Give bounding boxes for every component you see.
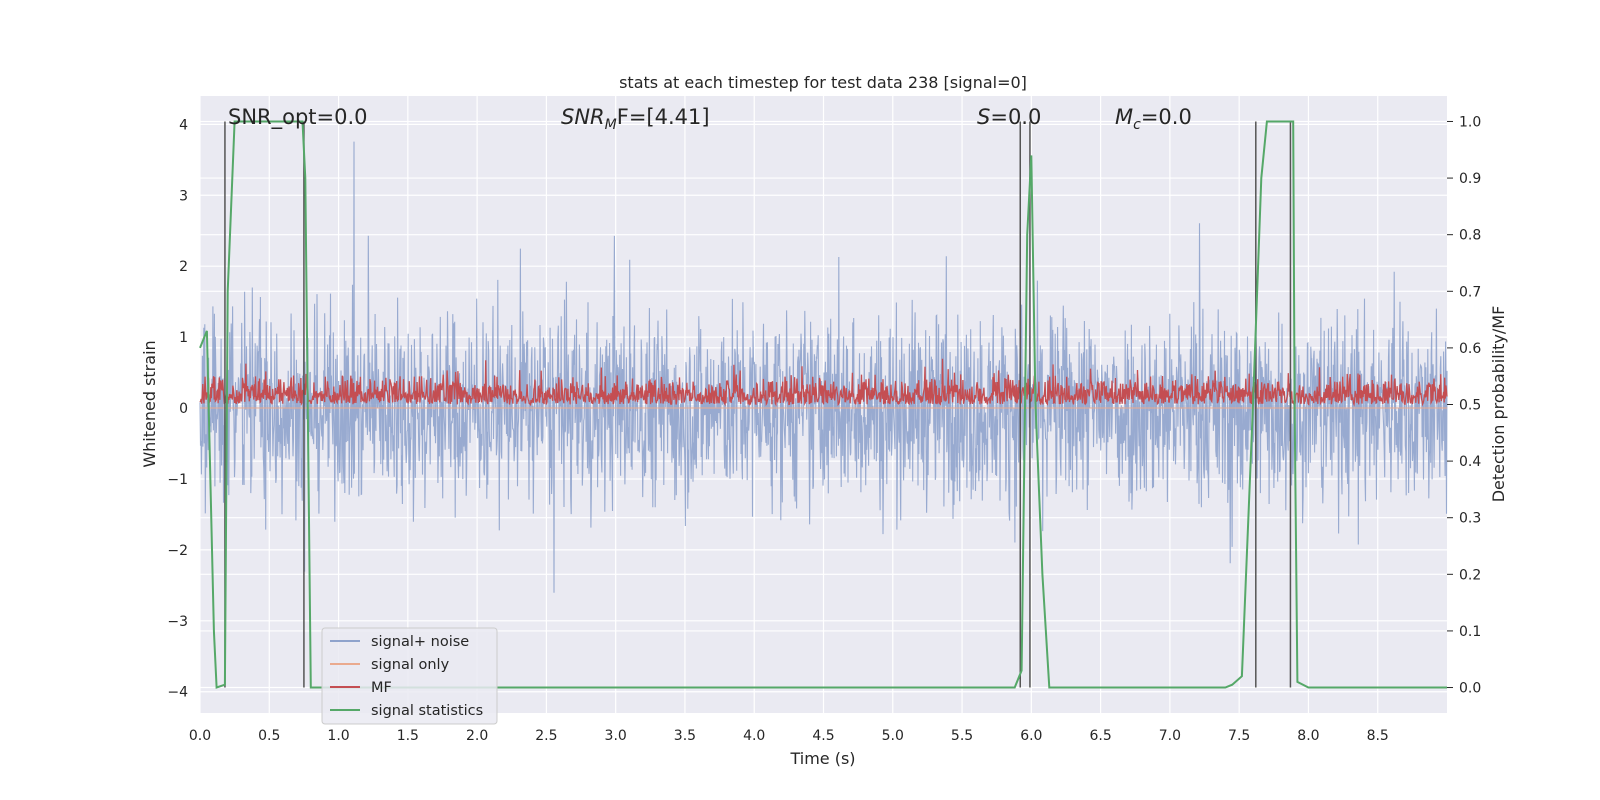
x-tick-label: 3.5	[674, 728, 696, 744]
x-tick-label: 2.5	[535, 728, 557, 744]
data-series	[199, 141, 1448, 593]
y-tick-label: −4	[167, 685, 188, 701]
annotation-snr-mf: SNRMF=[4.41]	[561, 105, 710, 133]
x-tick-label: 8.0	[1297, 728, 1319, 744]
y-tick-label: −1	[167, 472, 188, 488]
y2-tick-label: 1.0	[1459, 114, 1481, 130]
legend-label-mf: MF	[371, 680, 392, 696]
x-tick-label: 6.5	[1089, 728, 1111, 744]
y-tick-label: −2	[167, 543, 188, 559]
series-mf	[199, 358, 1448, 407]
x-tick-label: 5.5	[951, 728, 973, 744]
annotation-s-var: S	[977, 105, 990, 129]
annotation-snr-opt: SNR_opt=0.0	[228, 105, 368, 130]
y2-tick-label: 0.7	[1459, 284, 1481, 300]
y-axis-label: Whitened strain	[140, 340, 159, 467]
y2-tick-label: 0.8	[1459, 228, 1481, 244]
annotation-s-val: =0.0	[990, 105, 1041, 129]
x-tick-label: 7.5	[1228, 728, 1250, 744]
x-tick-label: 1.5	[397, 728, 419, 744]
y2-tick-label: 0.5	[1459, 398, 1481, 414]
x-tick-label: 4.5	[812, 728, 834, 744]
y-tick-label: 1	[179, 330, 188, 346]
x-tick-label: 2.0	[466, 728, 488, 744]
x-tick-label: 4.0	[743, 728, 765, 744]
x-tick-label: 7.0	[1159, 728, 1181, 744]
y2-tick-label: 0.6	[1459, 341, 1481, 357]
x-tick-label: 3.0	[605, 728, 627, 744]
x-axis-label: Time (s)	[789, 749, 855, 768]
legend-label-signal-only: signal only	[371, 657, 450, 673]
series-signal-statistics	[199, 120, 1447, 689]
y-tick-label: −3	[167, 614, 188, 630]
annotation-snr-mf-rest: F=[4.41]	[617, 105, 710, 129]
y2-axis-label: Detection probability/MF	[1489, 306, 1508, 503]
annotation-mc-var: M	[1115, 105, 1133, 129]
y-tick-label: 0	[179, 401, 188, 417]
y-tick-label: 2	[179, 259, 188, 275]
annotation-s: S=0.0	[977, 105, 1041, 129]
annotation-mc-sub: c	[1133, 117, 1141, 133]
annotation-mc: Mc=0.0	[1115, 105, 1192, 133]
legend-label-signal-noise: signal+ noise	[371, 634, 469, 650]
x-tick-label: 5.0	[882, 728, 904, 744]
y2-tick-label: 0.2	[1459, 567, 1481, 583]
y-tick-label: 3	[179, 188, 188, 204]
y2-tick-label: 0.3	[1459, 511, 1481, 527]
y-tick-label: 4	[179, 117, 188, 133]
x-tick-label: 8.5	[1367, 728, 1389, 744]
y2-tick-label: 0.4	[1459, 454, 1481, 470]
signal-statistics-layer	[199, 120, 1447, 689]
x-tick-label: 6.0	[1020, 728, 1042, 744]
y2-tick-label: 0.0	[1459, 681, 1481, 697]
annotation-snr-mf-base: SNR	[561, 105, 605, 129]
y2-tick-label: 0.9	[1459, 171, 1481, 187]
x-tick-label: 0.5	[258, 728, 280, 744]
tick-labels: 0.0 0.5 1.0 1.5 2.0 2.5 3.0 3.5 4.0 4.5 5.0 5.5 6.0 6…	[167, 114, 1481, 744]
annotation-snr-mf-sub: M	[605, 117, 617, 133]
legend: signal+ noise signal only MF signal stat…	[321, 627, 498, 725]
x-tick-label: 0.0	[189, 728, 211, 744]
y2-tick-label: 0.1	[1459, 624, 1481, 640]
chart-title: stats at each timestep for test data 238…	[619, 73, 1027, 92]
legend-label-signal-statistics: signal statistics	[371, 703, 483, 719]
legend-box	[321, 627, 498, 725]
annotation-mc-val: =0.0	[1141, 105, 1192, 129]
x-tick-label: 1.0	[327, 728, 349, 744]
